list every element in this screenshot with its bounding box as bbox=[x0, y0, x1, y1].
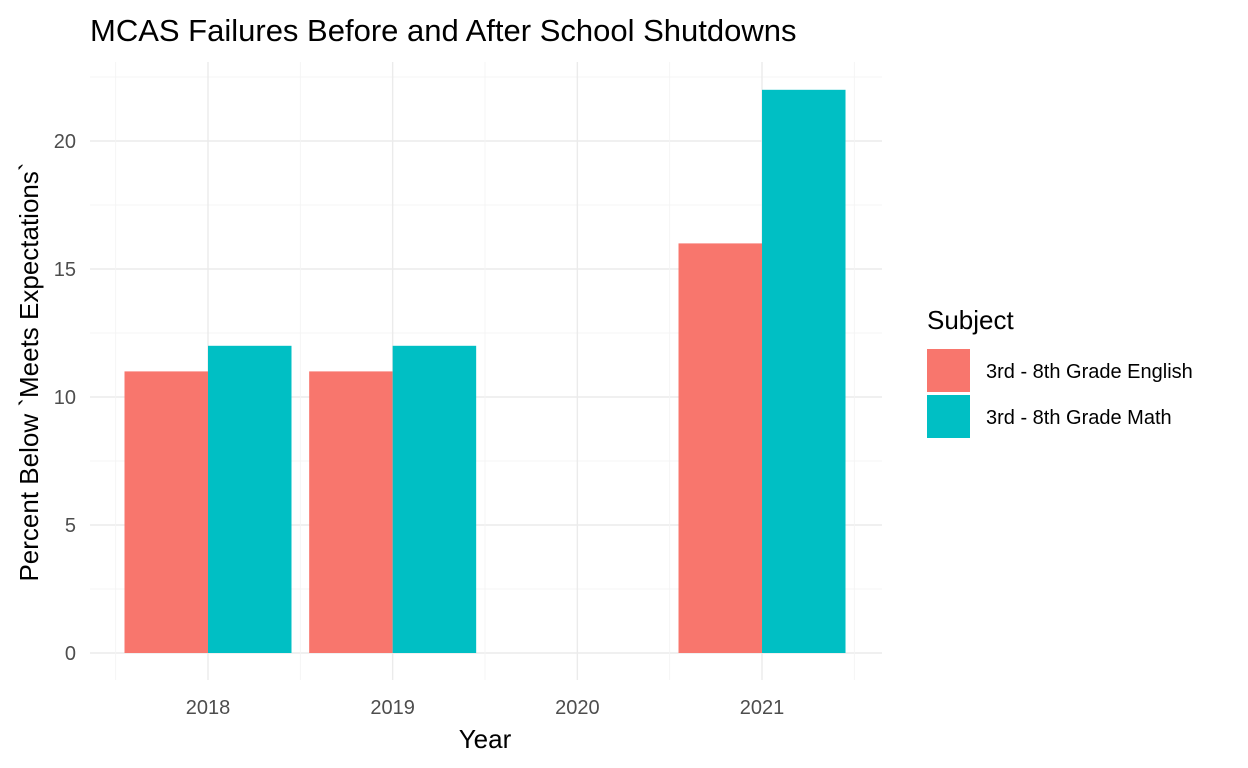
bar bbox=[762, 89, 846, 654]
bar bbox=[208, 345, 292, 653]
y-tick-label: 5 bbox=[65, 515, 76, 537]
legend-swatch bbox=[927, 349, 970, 392]
bar bbox=[392, 345, 477, 653]
y-tick-label: 10 bbox=[54, 387, 76, 409]
bars-layer bbox=[124, 89, 846, 654]
bar bbox=[309, 371, 393, 653]
chart-title: MCAS Failures Before and After School Sh… bbox=[90, 13, 796, 48]
x-tick-label: 2021 bbox=[740, 697, 785, 719]
legend-title: Subject bbox=[927, 305, 1014, 335]
x-tick-label: 2018 bbox=[186, 697, 231, 719]
legend-items: 3rd - 8th Grade English 3rd - 8th Grade M… bbox=[927, 349, 1193, 438]
y-tick-label: 0 bbox=[65, 643, 76, 665]
legend-label: 3rd - 8th Grade Math bbox=[986, 407, 1172, 429]
y-tick-label: 15 bbox=[54, 259, 76, 281]
x-tick-label: 2020 bbox=[555, 697, 600, 719]
bar bbox=[678, 243, 763, 653]
x-axis-ticks: 2018 2019 2020 2021 bbox=[186, 697, 785, 719]
x-tick-label: 2019 bbox=[370, 697, 415, 719]
bar bbox=[124, 371, 208, 653]
legend-swatch bbox=[927, 395, 970, 438]
legend-label: 3rd - 8th Grade English bbox=[986, 361, 1193, 383]
y-axis-ticks: 0 5 10 15 20 bbox=[54, 131, 76, 665]
x-axis-title: Year bbox=[459, 724, 512, 754]
y-tick-label: 20 bbox=[54, 131, 76, 153]
y-axis-title: Percent Below `Meets Expectations` bbox=[14, 162, 44, 581]
